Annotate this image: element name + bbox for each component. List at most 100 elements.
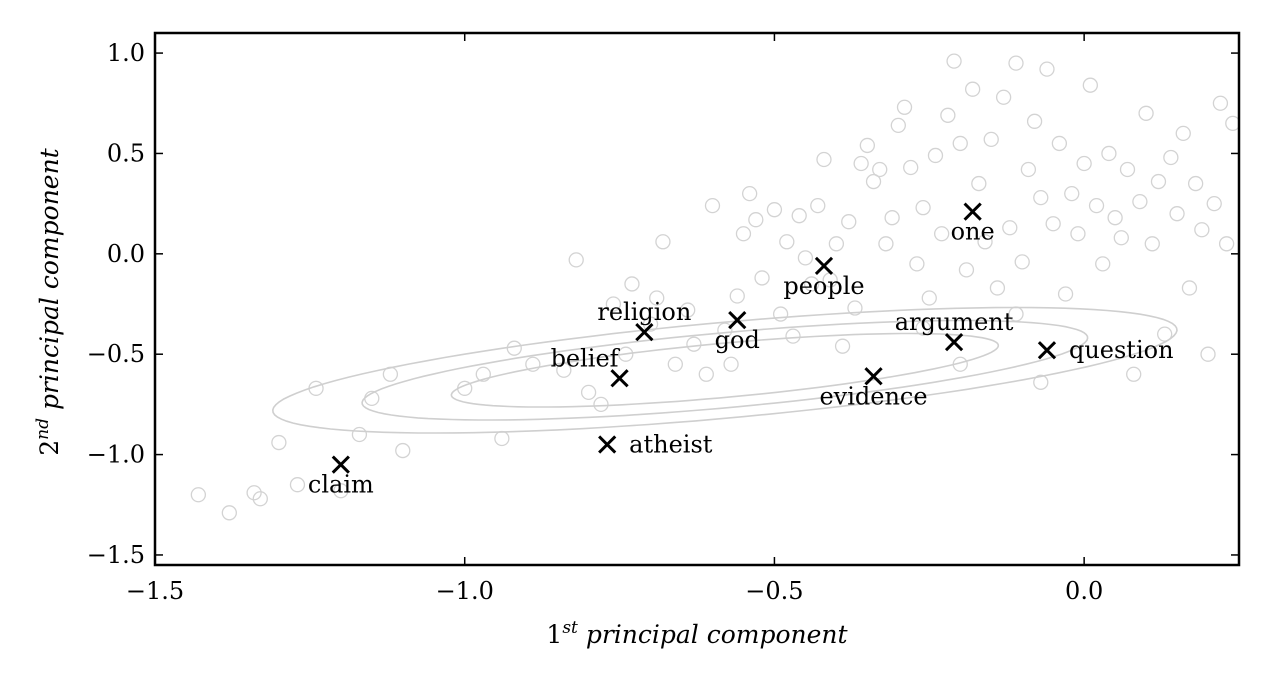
background-point (1045, 216, 1061, 232)
contour-ellipse (450, 332, 1000, 408)
background-point (580, 384, 597, 401)
background-point (1014, 254, 1030, 270)
y-axis-label-rest: principal component (35, 147, 64, 418)
background-point (971, 175, 987, 192)
contour-ellipse (361, 319, 1089, 421)
y-tick-label: −0.5 (87, 340, 145, 368)
background-point (717, 322, 733, 338)
cross-marker (598, 435, 617, 454)
background-point (964, 81, 981, 97)
background-point (828, 236, 845, 252)
background-point (525, 356, 541, 372)
background-point (1175, 125, 1191, 142)
background-point (884, 210, 900, 226)
background-point (395, 442, 411, 459)
y-axis-label: 2nd principal component (33, 147, 64, 455)
background-point (915, 200, 931, 216)
background-point (1132, 193, 1148, 210)
y-tick-label: 1.0 (107, 39, 145, 67)
background-point (853, 155, 869, 172)
background-point (1218, 236, 1235, 252)
background-point (909, 256, 925, 272)
background-point (1187, 175, 1204, 192)
x-tick-label: −1.5 (126, 577, 184, 605)
word-point-religion: religion (597, 298, 691, 342)
axes-frame (153, 31, 1241, 567)
background-point (785, 328, 801, 344)
background-point (890, 117, 906, 133)
background-point (1138, 105, 1154, 121)
background-point (506, 340, 522, 356)
background-point (1026, 113, 1043, 129)
background-point (1169, 206, 1185, 222)
background-point (1095, 256, 1111, 272)
background-point (865, 173, 882, 190)
background-point (624, 276, 640, 292)
axis-ticks (154, 33, 1239, 565)
background-point (729, 288, 745, 304)
background-point (1113, 230, 1129, 246)
background-point (667, 356, 683, 372)
y-tick-label: −1.5 (87, 541, 145, 569)
background-point (791, 208, 807, 224)
word-point-evidence: evidence (819, 367, 928, 410)
word-label: evidence (819, 382, 927, 410)
background-point (1212, 95, 1229, 111)
word-point-claim: claim (308, 455, 374, 499)
background-point (742, 185, 758, 202)
y-tick-label: 0.0 (107, 240, 145, 268)
background-point (494, 430, 510, 447)
cross-marker (635, 323, 654, 342)
background-point (896, 99, 913, 115)
background-point (1163, 149, 1179, 166)
background-point (704, 197, 721, 214)
cross-marker (944, 333, 964, 352)
cross-marker (864, 367, 883, 386)
cross-marker (1037, 341, 1057, 360)
background-point (1225, 115, 1239, 131)
background-point (859, 137, 875, 154)
word-label: atheist (629, 431, 713, 459)
word-point-atheist: atheist (598, 431, 713, 459)
y-tick-label: 0.5 (107, 139, 145, 167)
background-point (642, 316, 659, 332)
background-point (1119, 161, 1136, 178)
background-point (958, 262, 975, 278)
background-point (952, 135, 968, 152)
background-point (816, 151, 832, 168)
background-point (1051, 135, 1068, 152)
word-point-belief: belief (551, 344, 629, 388)
background-point (1008, 55, 1024, 71)
y-axis-label-base: 2 (35, 440, 64, 456)
background-point (983, 131, 999, 148)
x-axis-label-base: 1 (546, 620, 562, 649)
background-point (649, 290, 665, 306)
background-point (246, 485, 262, 501)
background-point (927, 147, 944, 164)
background-point (903, 159, 919, 176)
background-point (1194, 222, 1210, 238)
background-point (252, 491, 268, 507)
word-label: people (783, 272, 864, 300)
background-point (1002, 220, 1018, 236)
background-point (810, 197, 826, 214)
background-point (1039, 61, 1055, 77)
x-tick-label: −1.0 (436, 577, 494, 605)
x-axis-label-sup: st (562, 618, 578, 638)
background-point (1157, 326, 1173, 342)
background-point (1150, 173, 1167, 190)
x-tick-label: −0.5 (745, 577, 803, 605)
background-point (735, 226, 752, 242)
cross-marker (610, 369, 629, 388)
background-point (1144, 236, 1160, 252)
background-point (1088, 197, 1105, 214)
background-point (841, 214, 857, 230)
background-point (1082, 77, 1098, 93)
x-axis-label: 1st principal component (546, 618, 848, 649)
background-point (834, 338, 851, 354)
y-axis-label-sup: nd (33, 418, 53, 440)
background-point (934, 226, 950, 242)
word-point-question: question (1037, 336, 1174, 364)
word-point-one: one (951, 202, 995, 246)
